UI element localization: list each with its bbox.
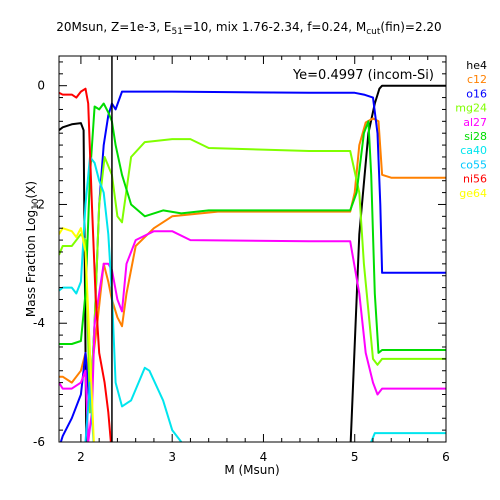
plot-frame: [58, 55, 447, 443]
series-line-co55: [84, 381, 95, 442]
y-tick-label: 0: [37, 79, 45, 93]
legend-item-c12: c12: [467, 73, 487, 86]
series-line-ca40: [59, 156, 446, 442]
series-line-ge64: [59, 227, 95, 442]
y-tick-label: -6: [33, 435, 45, 449]
series-layer: [59, 84, 446, 442]
series-line-o16: [59, 90, 446, 442]
series-line-si28: [59, 102, 446, 354]
legend-item-ca40: ca40: [460, 144, 487, 157]
x-tick-label: 3: [168, 450, 176, 464]
series-line-ni56: [59, 87, 112, 442]
axis-ticks: 2 3 4 5 6 0 -2 -4 -6: [33, 56, 450, 464]
legend-item-ni56: ni56: [463, 173, 487, 186]
legend-item-he4: he4: [466, 59, 487, 72]
x-tick-label: 4: [260, 450, 268, 464]
legend-item-mg24: mg24: [455, 102, 487, 115]
legend-item-al27: al27: [463, 116, 487, 129]
y-tick-label: -2: [33, 197, 45, 211]
x-tick-label: 2: [77, 450, 85, 464]
series-line-he4: [59, 84, 446, 442]
legend-item-co55: co55: [460, 158, 487, 171]
series-line-c12: [59, 117, 446, 384]
ye-annotation: Ye=0.4997 (incom-Si): [292, 68, 434, 83]
x-axis-title: M (Msun): [224, 463, 279, 477]
x-tick-label: 5: [351, 450, 359, 464]
x-tick-label: 6: [442, 450, 450, 464]
y-tick-label: -4: [33, 316, 45, 330]
y-axis-title: Mass Fraction Log10(X): [24, 181, 41, 317]
legend-item-o16: o16: [466, 87, 487, 100]
legend-item-si28: si28: [464, 130, 487, 143]
chart-title: 20Msun, Z=1e-3, E51=10, mix 1.76-2.34, f…: [56, 20, 441, 37]
legend-item-ge64: ge64: [459, 187, 487, 200]
series-line-al27: [59, 230, 446, 442]
series-line-mg24: [59, 138, 446, 414]
